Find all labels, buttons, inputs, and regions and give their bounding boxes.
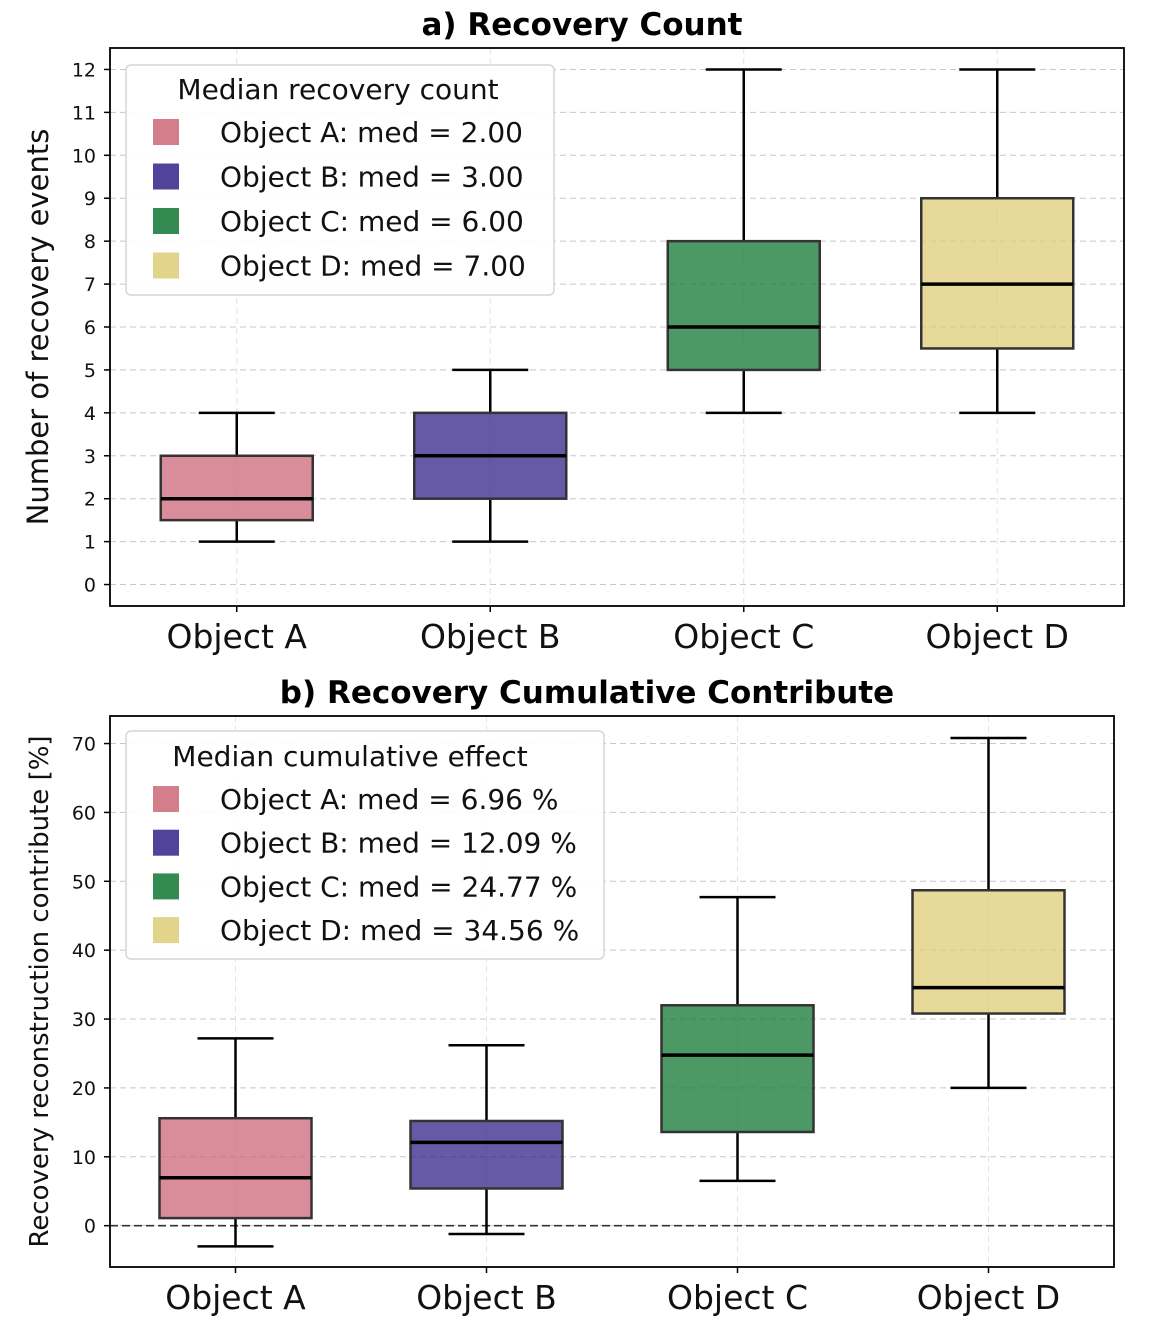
y-tick-label: 20 bbox=[72, 1078, 96, 1100]
iqr-box bbox=[409, 1119, 564, 1190]
legend-entry: Object C: med = 24.77 % bbox=[220, 870, 577, 903]
x-tick-label: Object A bbox=[165, 1278, 306, 1317]
legend-entry: Object D: med = 7.00 bbox=[220, 250, 526, 283]
legend-swatch bbox=[153, 119, 179, 145]
legend-frame bbox=[125, 730, 605, 960]
x-tick-label: Object B bbox=[416, 1278, 557, 1317]
box-object-c bbox=[666, 68, 821, 415]
y-tick-label: 70 bbox=[72, 734, 96, 756]
y-tick-label: 0 bbox=[84, 1216, 96, 1238]
y-tick-label: 10 bbox=[72, 1147, 96, 1169]
x-tick-label: Object D bbox=[926, 617, 1069, 656]
y-tick-label: 5 bbox=[84, 360, 96, 382]
y-tick-label: 50 bbox=[72, 871, 96, 893]
y-tick-label: 6 bbox=[84, 317, 96, 339]
iqr-box bbox=[666, 239, 821, 372]
chart-title: a) Recovery Count bbox=[422, 7, 743, 43]
legend-frame bbox=[125, 64, 555, 296]
y-tick-label: 30 bbox=[72, 1009, 96, 1031]
legend: Median recovery count Object A: med = 2.0… bbox=[125, 64, 555, 296]
box-object-d bbox=[911, 736, 1066, 1090]
box-object-d bbox=[920, 68, 1075, 415]
y-tick-label: 11 bbox=[72, 102, 96, 124]
legend-entry: Object B: med = 12.09 % bbox=[220, 827, 577, 860]
box-object-a bbox=[159, 411, 314, 543]
x-tick-label: Object D bbox=[917, 1278, 1060, 1317]
legend-swatch bbox=[153, 873, 179, 900]
legend-swatch bbox=[153, 208, 179, 234]
y-axis-label: Number of recovery events bbox=[21, 129, 55, 526]
legend-swatch bbox=[153, 917, 179, 944]
y-tick-label: 7 bbox=[84, 274, 96, 296]
x-tick-label: Object B bbox=[420, 617, 561, 656]
legend-entry: Object A: med = 6.96 % bbox=[220, 783, 558, 816]
legend-swatch bbox=[153, 786, 179, 812]
legend-entry: Object D: med = 34.56 % bbox=[220, 914, 579, 947]
y-tick-label: 10 bbox=[72, 145, 96, 167]
box-object-b bbox=[413, 368, 568, 543]
iqr-box bbox=[920, 196, 1075, 350]
plot-frame bbox=[109, 715, 1115, 1268]
y-tick-label: 60 bbox=[72, 802, 96, 824]
y-tick-label: 9 bbox=[84, 188, 96, 210]
y-tick-label: 2 bbox=[84, 489, 96, 511]
legend-entry: Object C: med = 6.00 bbox=[220, 205, 524, 238]
legend-title: Median recovery count bbox=[177, 73, 498, 106]
legend-entry: Object B: med = 3.00 bbox=[220, 161, 524, 194]
iqr-box bbox=[660, 1004, 815, 1134]
legend-swatch bbox=[153, 163, 179, 190]
box-object-a bbox=[158, 1037, 313, 1248]
iqr-box bbox=[911, 889, 1066, 1015]
y-axis-label: Recovery reconstruction contribute [%] bbox=[25, 735, 55, 1247]
x-tick-label: Object C bbox=[673, 617, 814, 656]
panel-recovery-cumulative: b) Recovery Cumulative Contribute 0 10 20 30… bbox=[25, 675, 1115, 1317]
y-tick-label: 4 bbox=[84, 403, 96, 425]
iqr-box bbox=[159, 454, 314, 522]
panel-recovery-count: a) Recovery Count0123456789101112Object … bbox=[21, 7, 1125, 656]
y-tick-label: 8 bbox=[84, 231, 96, 253]
y-tick-label: 0 bbox=[84, 575, 96, 597]
legend-swatch bbox=[153, 252, 179, 279]
legend-swatch bbox=[153, 829, 179, 856]
x-tick-label: Object A bbox=[166, 617, 307, 656]
y-tick-label: 1 bbox=[84, 532, 96, 554]
y-tick-label: 12 bbox=[72, 59, 96, 81]
box-object-b bbox=[409, 1043, 564, 1236]
chart-title: b) Recovery Cumulative Contribute bbox=[280, 675, 894, 711]
box-object-c bbox=[660, 895, 815, 1183]
legend: Median cumulative effect Object A: med = … bbox=[125, 730, 605, 960]
y-tick-label: 3 bbox=[84, 446, 96, 468]
legend-title: Median cumulative effect bbox=[172, 740, 527, 773]
x-tick-label: Object C bbox=[667, 1278, 808, 1317]
y-tick-label: 40 bbox=[72, 940, 96, 962]
legend-entry: Object A: med = 2.00 bbox=[220, 116, 523, 149]
iqr-box bbox=[158, 1116, 313, 1220]
plot-frame bbox=[109, 47, 1125, 607]
